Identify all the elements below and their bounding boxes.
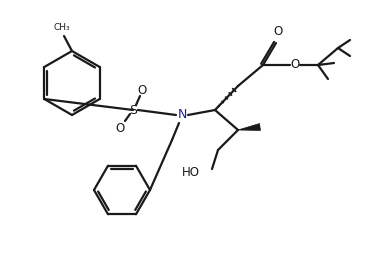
Text: HO: HO	[182, 165, 200, 179]
Text: O: O	[273, 25, 283, 38]
Text: N: N	[177, 109, 187, 122]
Text: O: O	[137, 85, 147, 98]
Polygon shape	[238, 124, 260, 131]
Text: O: O	[115, 122, 125, 134]
Text: S: S	[129, 103, 137, 117]
Text: CH₃: CH₃	[54, 23, 70, 32]
Text: O: O	[290, 59, 300, 71]
